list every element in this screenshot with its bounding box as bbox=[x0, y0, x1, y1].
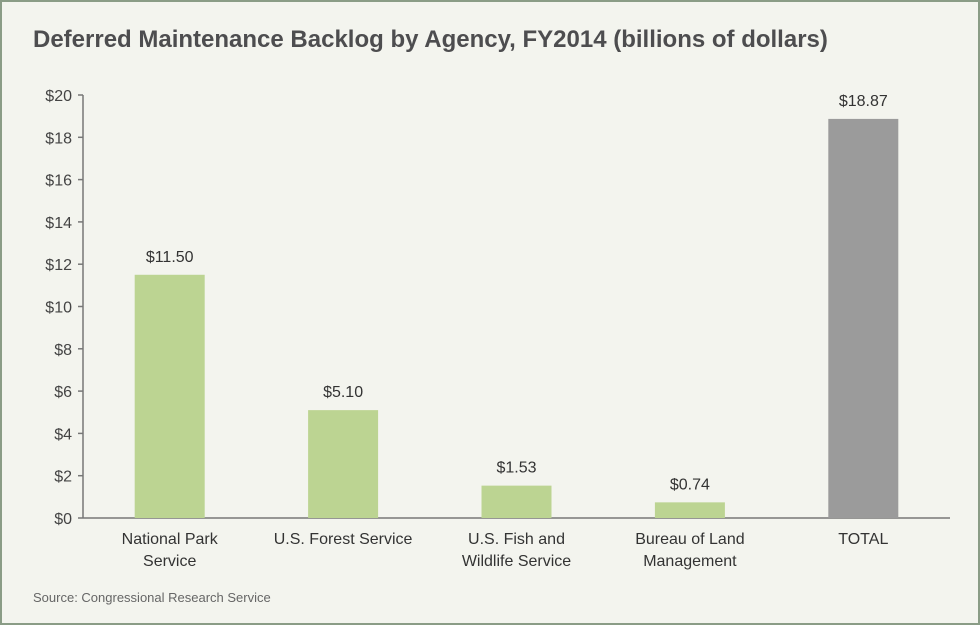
data-label: $18.87 bbox=[839, 93, 888, 110]
y-tick-label: $6 bbox=[54, 384, 72, 401]
bar bbox=[308, 410, 379, 518]
x-category-label: U.S. Fish and bbox=[468, 531, 565, 548]
bar bbox=[134, 274, 205, 518]
chart-title: Deferred Maintenance Backlog by Agency, … bbox=[33, 26, 828, 53]
x-category-label: National Park bbox=[122, 531, 219, 548]
y-tick-label: $2 bbox=[54, 469, 72, 486]
bar bbox=[828, 118, 899, 518]
data-label: $5.10 bbox=[323, 384, 363, 401]
x-category-label: Service bbox=[143, 553, 196, 570]
y-tick-label: $0 bbox=[54, 511, 72, 528]
y-tick-label: $10 bbox=[45, 300, 72, 317]
data-label: $0.74 bbox=[670, 476, 710, 493]
y-tick-label: $4 bbox=[54, 426, 72, 443]
y-tick-label: $18 bbox=[45, 130, 72, 147]
y-tick-label: $14 bbox=[45, 215, 72, 232]
data-label: $1.53 bbox=[496, 460, 536, 477]
data-label: $11.50 bbox=[146, 249, 194, 266]
source-note: Source: Congressional Research Service bbox=[33, 590, 271, 605]
y-tick-label: $8 bbox=[54, 342, 72, 359]
x-category-label: Management bbox=[643, 553, 737, 570]
x-category-label: TOTAL bbox=[838, 531, 888, 548]
bar bbox=[481, 485, 552, 518]
y-tick-label: $16 bbox=[45, 173, 72, 190]
x-category-label: Bureau of Land bbox=[635, 531, 744, 548]
x-category-label: U.S. Forest Service bbox=[274, 531, 413, 548]
bar bbox=[654, 502, 725, 518]
y-tick-label: $20 bbox=[45, 88, 72, 105]
x-category-label: Wildlife Service bbox=[462, 553, 571, 570]
y-tick-label: $12 bbox=[45, 257, 72, 274]
